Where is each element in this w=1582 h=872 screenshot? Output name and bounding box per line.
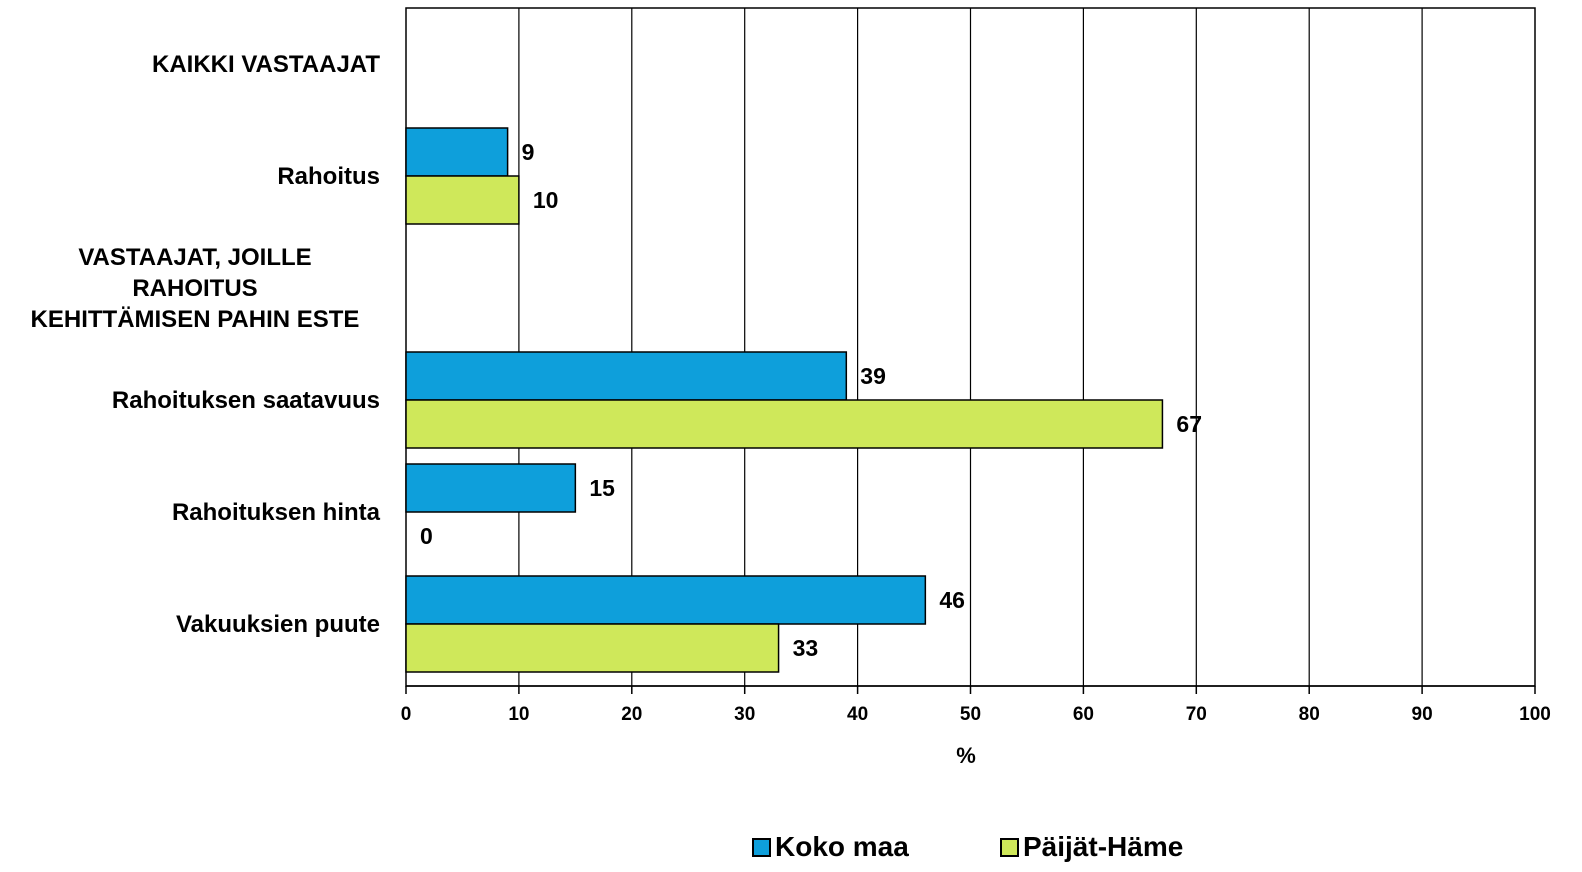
bar-0-4 (405, 463, 577, 513)
legend-swatch-koko-maa (752, 837, 771, 857)
category-label: Vakuuksien puute (175, 610, 380, 638)
x-tick-label-40: 40 (847, 704, 868, 725)
x-axis-title: % (956, 743, 976, 768)
x-tick-label-90: 90 (1412, 704, 1433, 725)
data-label-0-5: 46 (939, 587, 965, 613)
data-label-1-3: 67 (1176, 411, 1202, 437)
x-axis: 0 10 20 30 40 50 60 70 80 90 100 (401, 685, 1551, 725)
data-labels: 9 10 39 67 15 0 46 33 (420, 139, 1202, 661)
category-label: KAIKKI VASTAAJAT (152, 50, 380, 78)
data-label-1-5: 33 (793, 635, 819, 661)
data-label-0-4: 15 (589, 475, 615, 501)
legend-item-paijat-hame: Päijät-Häme (1000, 830, 1183, 864)
x-tick-label-80: 80 (1299, 704, 1320, 725)
x-tick-label-60: 60 (1073, 704, 1094, 725)
data-label-0-1: 9 (522, 139, 535, 165)
x-tick-label-10: 10 (508, 704, 529, 725)
x-tick-label-50: 50 (960, 704, 981, 725)
category-label: Rahoitus (277, 162, 380, 190)
legend-item-koko-maa: Koko maa (752, 830, 909, 864)
bar-0-5 (405, 575, 927, 625)
legend-swatch-paijat-hame (1000, 837, 1019, 857)
category-label: Rahoituksen hinta (171, 498, 380, 526)
legend-label-paijat-hame: Päijät-Häme (1023, 831, 1184, 862)
data-label-0-3: 39 (860, 363, 886, 389)
bar-0-3 (405, 351, 848, 401)
data-label-1-4: 0 (420, 523, 433, 549)
x-tick-label-20: 20 (621, 704, 642, 725)
bars (405, 127, 1164, 673)
category-label: Rahoituksen saatavuus (111, 386, 380, 414)
legend-label-koko-maa: Koko maa (775, 831, 909, 862)
x-tick-label-100: 100 (1519, 704, 1551, 725)
category-label: VASTAAJAT, JOILLE RAHOITUS KEHITTÄMISEN … (30, 243, 360, 333)
x-tick-label-30: 30 (734, 704, 755, 725)
data-label-1-1: 10 (533, 187, 559, 213)
x-tick-label-0: 0 (401, 704, 412, 725)
bar-0-1 (405, 127, 509, 177)
x-tick-label-70: 70 (1186, 704, 1207, 725)
bar-1-3 (405, 399, 1164, 449)
bar-1-1 (405, 175, 520, 225)
bar-1-5 (405, 623, 780, 673)
